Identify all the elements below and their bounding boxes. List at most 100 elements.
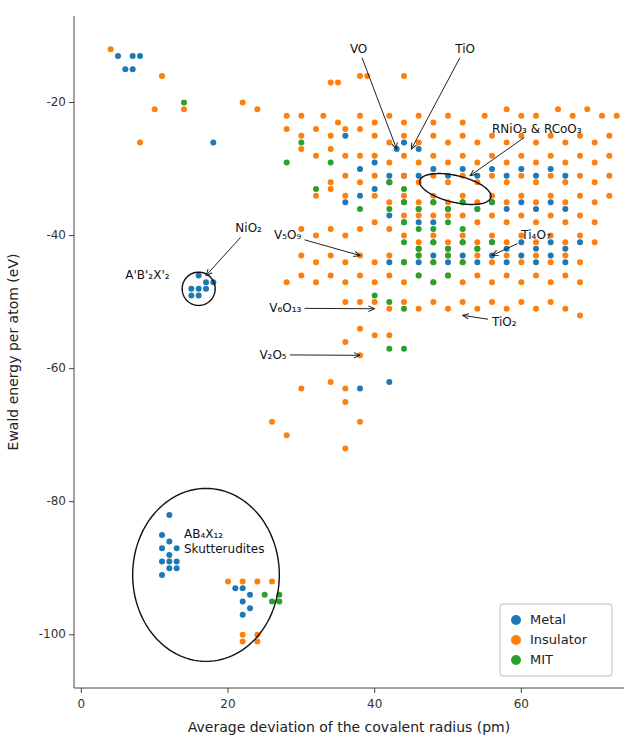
point xyxy=(599,113,605,119)
point xyxy=(122,66,128,72)
point xyxy=(577,193,583,199)
point xyxy=(196,272,202,278)
point xyxy=(445,139,451,145)
point xyxy=(401,346,407,352)
point xyxy=(474,206,480,212)
point xyxy=(430,219,436,225)
point xyxy=(108,46,114,52)
point xyxy=(474,246,480,252)
point xyxy=(386,332,392,338)
annotation-arrow xyxy=(362,58,397,149)
point xyxy=(592,139,598,145)
point xyxy=(474,253,480,259)
point xyxy=(401,173,407,179)
point xyxy=(489,213,495,219)
point xyxy=(562,219,568,225)
point xyxy=(533,199,539,205)
y-tick-label: -40 xyxy=(46,228,66,242)
point xyxy=(474,239,480,245)
point xyxy=(518,213,524,219)
point xyxy=(357,153,363,159)
point xyxy=(430,119,436,125)
point xyxy=(284,126,290,132)
point xyxy=(313,259,319,265)
point xyxy=(401,173,407,179)
point xyxy=(166,552,172,558)
point xyxy=(533,206,539,212)
annotation-arrow xyxy=(206,237,241,275)
point xyxy=(460,259,466,265)
point xyxy=(240,579,246,585)
point xyxy=(247,605,253,611)
point xyxy=(577,239,583,245)
point xyxy=(372,159,378,165)
point xyxy=(342,279,348,285)
point xyxy=(489,239,495,245)
point xyxy=(166,539,172,545)
point xyxy=(460,239,466,245)
plot-area xyxy=(108,46,620,661)
point xyxy=(577,213,583,219)
point xyxy=(489,239,495,245)
point xyxy=(328,186,334,192)
point xyxy=(262,592,268,598)
point xyxy=(196,292,202,298)
point xyxy=(328,226,334,232)
point xyxy=(328,146,334,152)
point xyxy=(240,612,246,618)
point xyxy=(313,233,319,239)
point xyxy=(401,233,407,239)
point xyxy=(474,159,480,165)
point xyxy=(225,579,231,585)
point xyxy=(357,386,363,392)
series xyxy=(181,99,495,604)
point xyxy=(328,379,334,385)
point xyxy=(401,259,407,265)
point xyxy=(401,213,407,219)
point xyxy=(533,139,539,145)
annotation-text: RNiO₃ & RCoO₃ xyxy=(492,122,582,136)
x-tick-label: 0 xyxy=(78,697,86,711)
series xyxy=(115,53,583,618)
point xyxy=(445,253,451,259)
point xyxy=(430,239,436,245)
point xyxy=(372,299,378,305)
point xyxy=(548,153,554,159)
point xyxy=(386,113,392,119)
point xyxy=(386,259,392,265)
point xyxy=(181,99,187,105)
point xyxy=(445,259,451,265)
point xyxy=(504,272,510,278)
annotation-line: TiO xyxy=(454,42,475,56)
x-tick-label: 20 xyxy=(220,697,235,711)
annotation-line: V₅O₉ xyxy=(274,228,301,242)
point xyxy=(562,179,568,185)
point xyxy=(386,253,392,259)
point xyxy=(430,133,436,139)
point xyxy=(328,179,334,185)
point xyxy=(606,173,612,179)
point xyxy=(489,233,495,239)
point xyxy=(313,126,319,132)
point xyxy=(210,139,216,145)
point xyxy=(298,253,304,259)
y-axis-line xyxy=(74,16,75,688)
point xyxy=(577,153,583,159)
point xyxy=(533,173,539,179)
point xyxy=(562,173,568,179)
point xyxy=(504,306,510,312)
point xyxy=(166,512,172,518)
point xyxy=(562,206,568,212)
point xyxy=(240,638,246,644)
y-tick xyxy=(69,235,74,236)
point xyxy=(372,259,378,265)
point xyxy=(445,206,451,212)
annotation-line: RNiO₃ & RCoO₃ xyxy=(492,122,582,136)
axes: 0204060-100-80-60-40-20 xyxy=(39,16,624,711)
point xyxy=(416,306,422,312)
point xyxy=(298,386,304,392)
point xyxy=(445,306,451,312)
point xyxy=(203,286,209,292)
point xyxy=(401,219,407,225)
point xyxy=(430,259,436,265)
